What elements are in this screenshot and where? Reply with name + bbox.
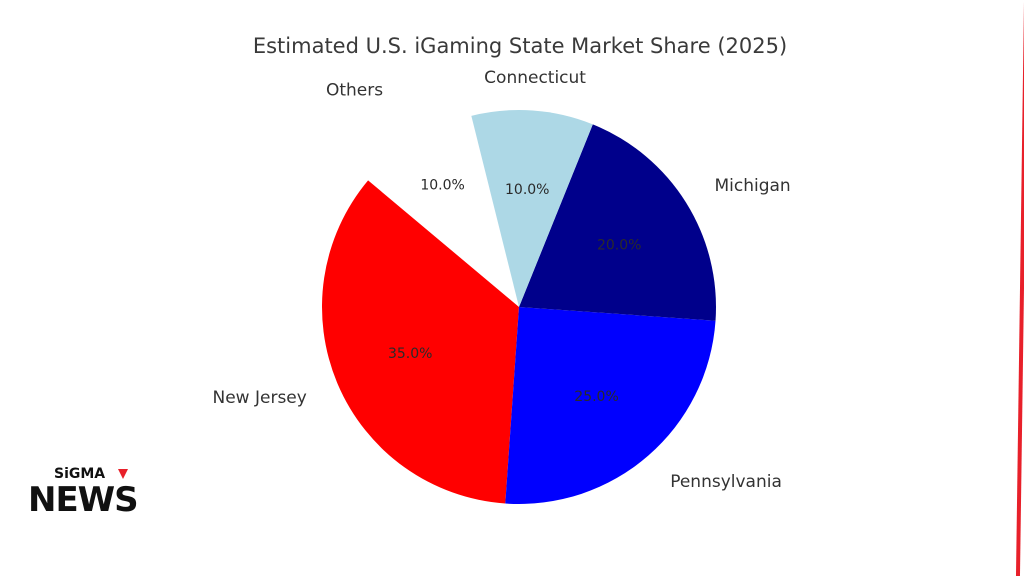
slice-label-connecticut: Connecticut (484, 68, 586, 88)
slice-label-others: Others (326, 80, 383, 100)
pie-slice-others (354, 93, 506, 285)
logo-top-text: SiGMA (54, 466, 106, 482)
pie-slice-connecticut (471, 110, 593, 307)
pie-labels: New Jersey 35.0% Pennsylvania 25.0% Michigan… (213, 68, 791, 492)
pie-slice-new-jersey (321, 180, 519, 504)
pie-slices (321, 93, 717, 504)
slice-label-michigan: Michigan (714, 176, 790, 196)
right-accent-line (1015, 0, 1024, 576)
logo-triangle-icon (118, 469, 128, 479)
slice-percent-pennsylvania: 25.0% (574, 389, 618, 405)
pie-slice-michigan (519, 124, 717, 321)
slice-label-pennsylvania: Pennsylvania (670, 472, 782, 492)
logo-bottom-text: NEWS (28, 480, 139, 520)
pie-slice-pennsylvania (505, 307, 716, 504)
slice-percent-connecticut: 10.0% (505, 182, 549, 198)
slice-percent-michigan: 20.0% (597, 237, 641, 253)
sigma-news-logo: SiGMA NEWS (28, 466, 158, 522)
slice-percent-others: 10.0% (420, 178, 464, 194)
right-accent-bar (1015, 0, 1024, 576)
slice-percent-new-jersey: 35.0% (388, 346, 432, 362)
slice-label-new-jersey: New Jersey (213, 388, 307, 408)
chart-title: Estimated U.S. iGaming State Market Shar… (253, 34, 787, 58)
